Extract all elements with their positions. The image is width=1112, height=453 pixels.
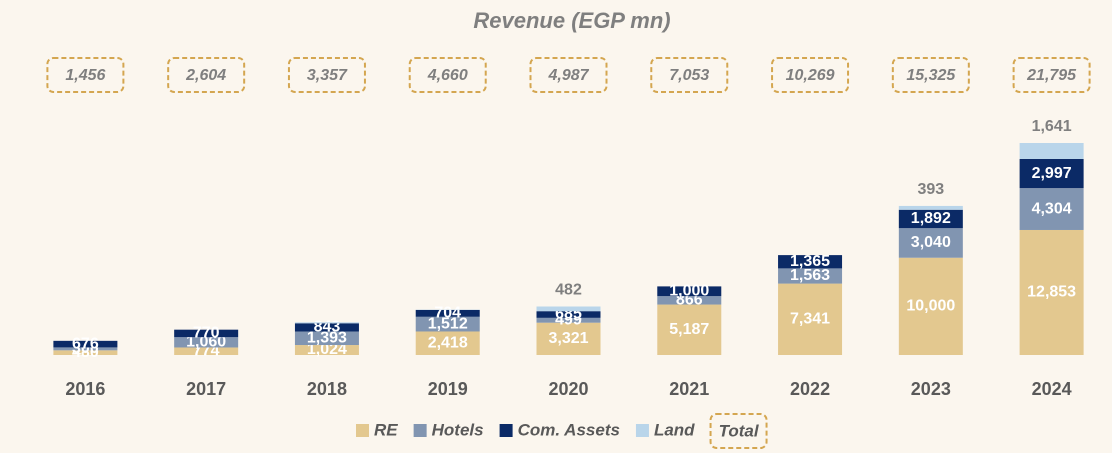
bar-segment [898,205,963,210]
data-label: 1,060 [186,334,226,351]
x-tick-label: 2018 [307,379,347,399]
bar-segment [415,316,480,332]
bar-segment [1019,143,1084,159]
data-label: 1,000 [669,282,709,299]
bar-segment [536,322,601,355]
x-tick-label: 2024 [1032,379,1072,399]
bar-segment [657,286,722,297]
data-label: 676 [72,335,99,352]
data-label: 10,000 [906,298,955,315]
total-box [408,57,487,93]
bar-segment [294,322,359,324]
data-label: 482 [555,282,582,299]
x-tick-label: 2017 [186,379,226,399]
data-label: 5,187 [669,321,709,338]
total-box [771,57,850,93]
data-label: 2,997 [1032,165,1072,182]
bar-segment [536,311,601,318]
total-box [529,57,608,93]
data-label: 4,304 [1032,200,1072,217]
bar-segment [778,255,843,269]
chart-title: Revenue (EGP mn) [473,8,670,33]
bar-segment [294,345,359,355]
x-tick-label: 2022 [790,379,830,399]
bar-segment [1019,158,1084,189]
data-label: 1,024 [307,341,347,358]
total-box [167,57,246,93]
bar-segment [415,331,480,355]
x-tick-label: 2020 [548,379,588,399]
legend-swatch [499,424,513,437]
data-label: 770 [193,325,220,342]
total-box [891,57,970,93]
total-label: 10,269 [786,67,835,84]
legend-swatch [635,424,649,437]
legend-swatch [356,424,369,437]
total-label: 21,795 [1026,67,1077,84]
bar-segment [174,337,239,348]
total-label: 4,660 [427,67,468,84]
data-label: 704 [434,305,461,322]
x-tick-label: 2021 [669,379,709,399]
bar-segment [1019,188,1084,230]
data-label: 1,365 [790,253,830,270]
bar-segment [536,306,601,312]
legend-label: RE [374,420,398,439]
total-box [287,57,366,93]
data-label: 3,040 [911,234,951,251]
bar-segment [294,331,359,346]
total-box [1012,57,1091,93]
bar-segment [778,268,843,284]
total-box [46,57,125,93]
bar-segment [778,283,843,355]
total-label: 3,357 [307,67,348,84]
bar-segment [174,347,239,355]
x-tick-label: 2023 [911,379,951,399]
bar-segment [898,228,963,258]
total-label: 7,053 [669,67,709,84]
legend-total-box [709,413,768,449]
bar-segment [53,347,118,351]
bar-segment [898,257,963,355]
total-box [650,57,729,93]
bar-segment [657,296,722,305]
legend-label: Total [719,421,760,440]
data-label: 1,512 [428,315,468,332]
bar-segment [1019,229,1084,355]
legend-label: Land [654,420,695,439]
data-label: 1,393 [307,329,347,346]
total-label: 1,456 [65,67,105,84]
bar-segment [174,329,239,338]
bar-segment [898,209,963,229]
bar-segment [536,317,601,323]
data-label: 1,563 [790,267,830,284]
data-label: 3,321 [548,330,588,347]
data-label: 7,341 [790,311,830,328]
legend-swatch [413,424,427,437]
x-tick-label: 2019 [428,379,468,399]
bar-segment [53,350,118,355]
total-label: 2,604 [185,67,226,84]
data-label: 843 [314,319,341,336]
legend-label: Hotels [432,420,484,439]
bar-segment [657,304,722,355]
total-label: 4,987 [547,67,589,84]
data-label: 1,641 [1032,118,1072,135]
data-label: 2,418 [428,334,468,351]
data-label: 1,892 [911,210,951,227]
data-label: 12,853 [1027,284,1076,301]
bar-segment [53,340,118,348]
data-label: 393 [917,181,944,198]
legend-label: Com. Assets [518,420,620,439]
bar-segment [294,323,359,332]
bar-segment [415,309,480,317]
x-tick-label: 2016 [65,379,105,399]
total-label: 15,325 [906,67,956,84]
